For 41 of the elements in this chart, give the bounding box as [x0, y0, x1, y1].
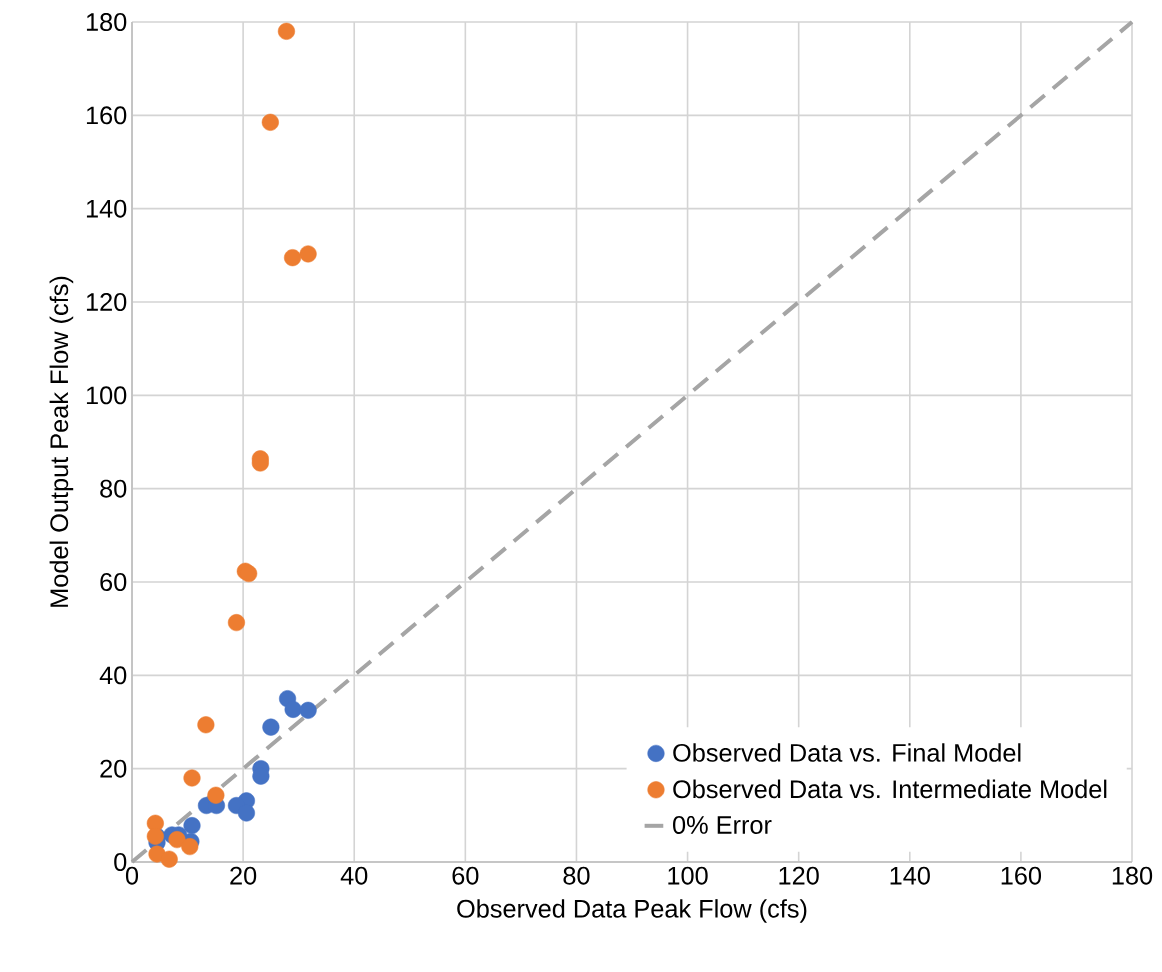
point [261, 113, 279, 131]
x-tick-label: 80 [563, 866, 590, 885]
y-tick-label: 120 [86, 293, 127, 311]
x-tick-label: 180 [1112, 866, 1153, 885]
x-tick-label: 60 [452, 866, 479, 885]
y-tick-label: 160 [86, 106, 127, 125]
x-tick-label: 140 [890, 866, 930, 885]
x-tick-label: 0 [125, 866, 139, 885]
x-tick-label: 20 [230, 866, 257, 885]
y-axis-title: Model Output Peak Flow (cfs) [49, 276, 74, 607]
x-tick-label: 120 [779, 866, 819, 885]
point [227, 614, 245, 632]
legend-label: 0% Error [673, 815, 772, 834]
x-tick-label: 40 [340, 866, 368, 885]
y-tick-label: 80 [100, 479, 127, 498]
point [277, 22, 295, 40]
point [284, 249, 302, 267]
point [299, 245, 317, 263]
point [262, 718, 280, 736]
y-tick-label: 40 [99, 666, 127, 685]
y-tick-label: 20 [100, 759, 127, 778]
x-axis-title: Observed Data Peak Flow (cfs) [457, 899, 807, 923]
point [299, 701, 317, 719]
point [183, 817, 201, 835]
y-tick-label: 100 [86, 386, 127, 405]
point [207, 786, 225, 804]
point [160, 850, 178, 868]
legend-label: Observed Data vs. Final Model [673, 743, 1021, 762]
point [197, 716, 215, 734]
point [183, 769, 201, 787]
x-tick-label: 100 [668, 866, 708, 885]
y-tick-label: 180 [86, 13, 127, 31]
point [284, 700, 302, 718]
point [240, 565, 258, 583]
y-tick-label: 0 [114, 853, 127, 871]
legend-label: Observed Data vs. Intermediate Model [673, 779, 1107, 799]
point [181, 838, 199, 856]
y-tick-label: 60 [100, 573, 127, 591]
y-tick-label: 140 [86, 199, 127, 218]
x-tick-label: 160 [1001, 866, 1042, 885]
point [168, 831, 186, 849]
